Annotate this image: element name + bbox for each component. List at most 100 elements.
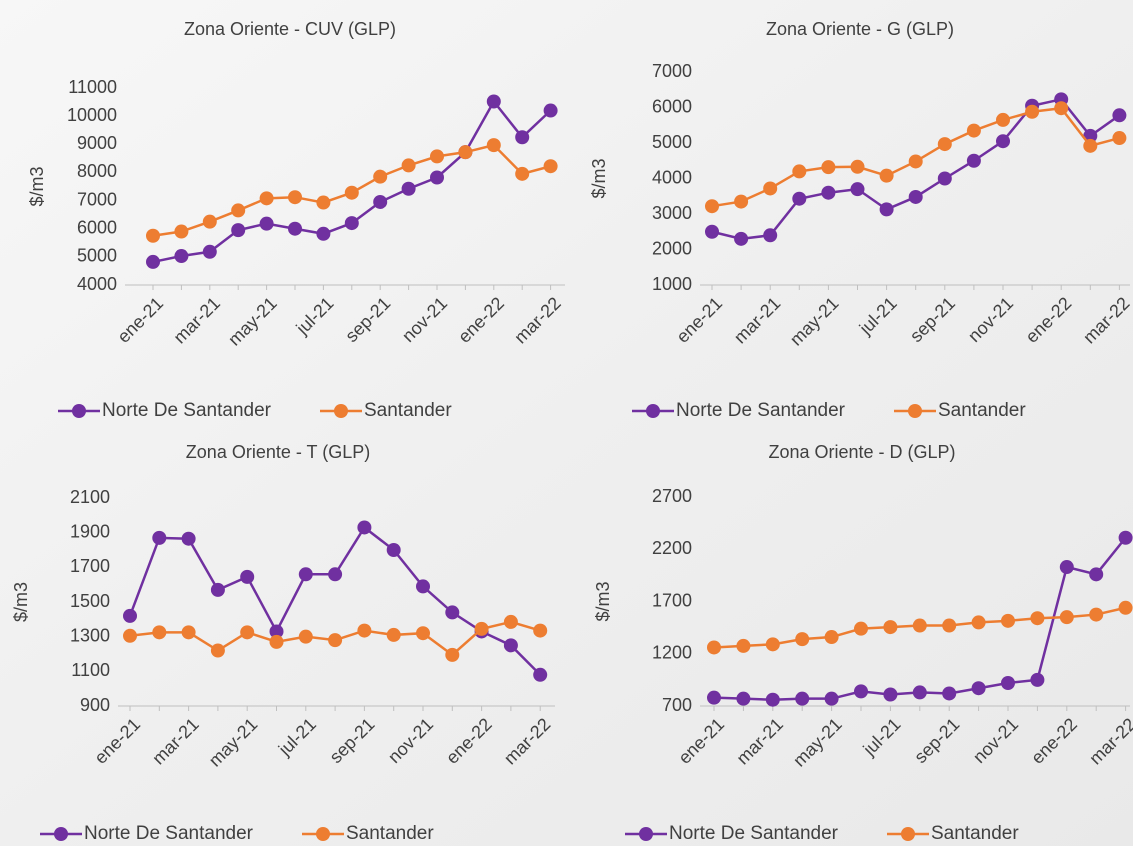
point bbox=[912, 618, 927, 633]
legend-marker bbox=[334, 404, 348, 418]
y-tick-label: 3000 bbox=[652, 203, 692, 223]
y-tick-label: 2200 bbox=[652, 538, 692, 558]
point bbox=[824, 630, 839, 645]
y-tick-label: 4000 bbox=[77, 274, 117, 294]
point bbox=[401, 158, 416, 173]
point bbox=[240, 625, 255, 640]
point bbox=[1118, 530, 1133, 545]
point bbox=[1054, 101, 1069, 116]
y-tick-label: 7000 bbox=[652, 61, 692, 81]
point bbox=[269, 634, 284, 649]
point bbox=[146, 228, 160, 243]
point bbox=[879, 168, 894, 183]
point bbox=[1112, 108, 1127, 123]
point bbox=[734, 231, 749, 246]
y-tick-label: 1300 bbox=[70, 625, 110, 645]
point bbox=[824, 691, 839, 706]
point bbox=[937, 171, 952, 186]
point bbox=[357, 623, 372, 638]
point bbox=[181, 625, 196, 640]
legend-marker bbox=[639, 827, 653, 841]
y-tick-label: 10000 bbox=[67, 105, 117, 125]
legend-label: Norte De Santander bbox=[669, 823, 839, 844]
point bbox=[231, 223, 246, 238]
point bbox=[765, 692, 780, 707]
y-tick-label: 4000 bbox=[652, 167, 692, 187]
point bbox=[795, 691, 810, 706]
point bbox=[912, 685, 927, 700]
point bbox=[328, 567, 343, 582]
point bbox=[705, 224, 719, 239]
point bbox=[765, 637, 780, 652]
y-tick-label: 11000 bbox=[68, 77, 117, 97]
y-tick-label: 2100 bbox=[70, 487, 110, 507]
y-tick-label: 2700 bbox=[652, 486, 692, 506]
point bbox=[883, 687, 898, 702]
point bbox=[231, 203, 246, 218]
point bbox=[821, 185, 836, 200]
point bbox=[210, 582, 225, 597]
y-tick-label: 6000 bbox=[652, 96, 692, 116]
y-tick-label: 9000 bbox=[77, 133, 117, 153]
point bbox=[792, 164, 807, 179]
point bbox=[298, 567, 313, 582]
y-tick-label: 1700 bbox=[70, 556, 110, 576]
point bbox=[883, 620, 898, 635]
point bbox=[416, 579, 430, 594]
chart-title: Zona Oriente - T (GLP) bbox=[186, 442, 370, 462]
point bbox=[1118, 600, 1133, 615]
point bbox=[515, 166, 530, 181]
point bbox=[401, 181, 416, 196]
legend-label: Santander bbox=[938, 400, 1026, 421]
y-tick-label: 5000 bbox=[652, 132, 692, 152]
point bbox=[1001, 676, 1015, 691]
point bbox=[430, 170, 444, 185]
point bbox=[763, 181, 778, 196]
point bbox=[486, 138, 501, 153]
point bbox=[854, 621, 868, 636]
point bbox=[821, 160, 836, 175]
point bbox=[707, 690, 721, 705]
chart-title: Zona Oriente - D (GLP) bbox=[768, 442, 955, 462]
point bbox=[123, 628, 137, 643]
y-tick-label: 6000 bbox=[77, 217, 117, 237]
legend-label: Norte De Santander bbox=[676, 400, 846, 421]
point bbox=[1030, 672, 1045, 687]
point bbox=[734, 194, 749, 209]
point bbox=[908, 189, 923, 204]
point bbox=[1059, 610, 1074, 625]
point bbox=[357, 520, 372, 535]
y-tick-label: 2000 bbox=[652, 238, 692, 258]
y-tick-label: 1900 bbox=[70, 521, 110, 541]
y-axis-label: $/m3 bbox=[589, 158, 609, 198]
point bbox=[259, 216, 274, 231]
point bbox=[971, 615, 986, 630]
point bbox=[705, 199, 719, 214]
point bbox=[210, 643, 225, 658]
point bbox=[123, 608, 137, 623]
legend-label: Santander bbox=[931, 823, 1019, 844]
point bbox=[181, 531, 196, 546]
point bbox=[344, 216, 359, 231]
point bbox=[373, 194, 388, 209]
point bbox=[486, 94, 501, 109]
point bbox=[1025, 104, 1040, 119]
point bbox=[174, 224, 189, 239]
point bbox=[146, 254, 160, 269]
point bbox=[850, 182, 865, 197]
y-axis-label: $/m3 bbox=[11, 582, 31, 622]
legend-marker bbox=[72, 404, 86, 418]
point bbox=[1001, 613, 1015, 628]
point bbox=[1083, 138, 1098, 153]
point bbox=[1030, 611, 1045, 626]
point bbox=[474, 621, 489, 636]
legend-label: Norte De Santander bbox=[102, 400, 272, 421]
point bbox=[152, 530, 167, 545]
point bbox=[966, 123, 981, 138]
point bbox=[174, 249, 189, 264]
chart-title: Zona Oriente - CUV (GLP) bbox=[184, 19, 396, 39]
point bbox=[288, 190, 302, 205]
point bbox=[543, 103, 558, 118]
